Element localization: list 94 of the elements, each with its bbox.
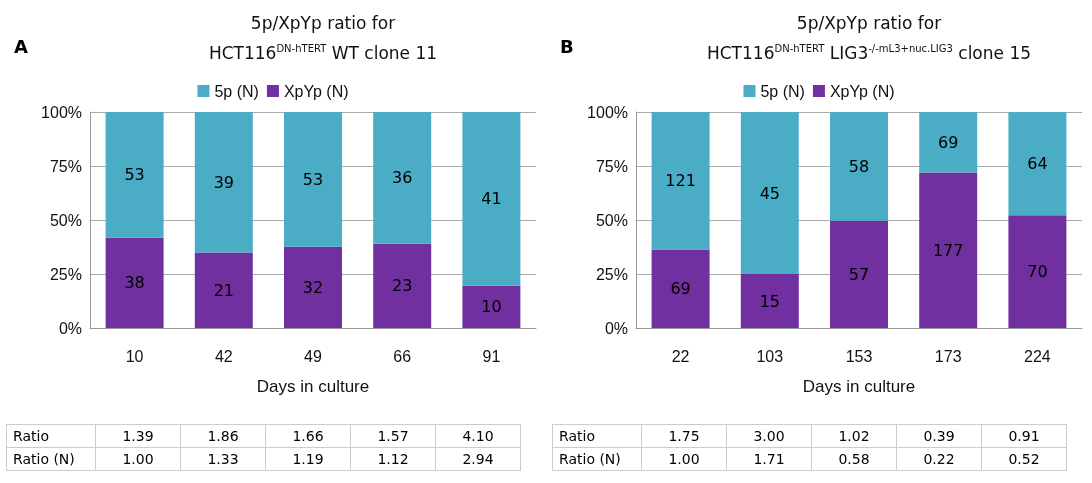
y-tick-label: 100% — [41, 103, 82, 121]
bar — [105, 112, 164, 238]
annotation: 32 — [302, 277, 324, 297]
text: 2.94 — [435, 447, 521, 471]
bar — [462, 285, 521, 328]
annotation: 10 — [481, 297, 502, 317]
annotation: 53 — [124, 165, 145, 185]
bar — [1008, 215, 1067, 328]
bar — [651, 249, 710, 328]
bar — [919, 112, 978, 173]
annotation: 53 — [302, 169, 324, 189]
annotation: 21 — [213, 280, 234, 300]
annotation: 45 — [759, 183, 780, 203]
y-tick-label: 25% — [595, 265, 628, 283]
bar — [284, 246, 342, 328]
x-tick-label: 173 — [934, 347, 962, 365]
annotation: 15 — [759, 291, 780, 311]
text: 1.39 — [95, 424, 181, 448]
text: Ratio — [552, 424, 642, 448]
bar — [830, 220, 888, 328]
text: A — [14, 36, 28, 57]
text: 1.00 — [95, 447, 181, 471]
x-tick-label: 91 — [482, 347, 501, 365]
annotation: 38 — [124, 273, 145, 293]
text: 1.57 — [350, 424, 436, 448]
x-tick-label: 22 — [671, 347, 690, 365]
bar — [373, 112, 432, 244]
annotation: 69 — [670, 279, 691, 299]
y-tick-label: 0% — [58, 319, 82, 337]
text: Ratio (N) — [552, 447, 642, 471]
text: Ratio (N) — [6, 447, 96, 471]
annotation: 36 — [392, 168, 413, 188]
text: Ratio — [6, 424, 96, 448]
text: B — [560, 36, 574, 57]
bar — [1008, 112, 1067, 216]
text: 1.02 — [811, 424, 897, 448]
x-tick-label: 10 — [125, 347, 144, 365]
chart-title: 5p/XpYp ratio for HCT116$^{DN-hTERT}$ LIG3$^{-/-mL3+nuc.LIG3}$ clone 15 — [706, 13, 1032, 63]
text: 1.75 — [641, 424, 727, 448]
text: 1.00 — [641, 447, 727, 471]
annotation: 39 — [213, 172, 234, 192]
text: 0.91 — [981, 424, 1067, 448]
annotation: 57 — [848, 264, 870, 284]
y-tick-label: 50% — [595, 211, 628, 229]
annotation: 177 — [932, 240, 964, 260]
text: 0.39 — [896, 424, 982, 448]
y-tick-label: 75% — [49, 157, 82, 175]
text: 1.19 — [265, 447, 351, 471]
annotation: 41 — [481, 189, 502, 209]
bar — [740, 274, 799, 328]
text: 0.58 — [811, 447, 897, 471]
y-tick-label: 25% — [49, 265, 82, 283]
annotation: 70 — [1027, 262, 1048, 282]
bar — [194, 252, 253, 328]
bar — [740, 112, 799, 274]
text: 0.52 — [981, 447, 1067, 471]
text: 0.22 — [896, 447, 982, 471]
legend-label: XpYp (N) — [829, 82, 895, 100]
text: 1.66 — [265, 424, 351, 448]
x-tick-label: 224 — [1024, 347, 1051, 365]
text: 1.86 — [180, 424, 266, 448]
text: 4.10 — [435, 424, 521, 448]
annotation: 23 — [392, 276, 413, 296]
bar — [462, 112, 521, 286]
annotation: 121 — [665, 171, 696, 191]
chart-title: 5p/XpYp ratio for HCT116$^{DN-hTERT}$ WT clone 11 — [207, 12, 439, 65]
annotation: 64 — [1027, 154, 1048, 174]
annotation: 69 — [938, 132, 959, 152]
annotation: 58 — [848, 156, 870, 176]
bar — [194, 112, 253, 253]
y-tick-label: 100% — [587, 103, 628, 121]
text: 3.00 — [726, 424, 812, 448]
bar — [651, 112, 710, 250]
y-tick-label: 75% — [595, 157, 628, 175]
bar — [105, 237, 164, 328]
bar — [830, 112, 888, 221]
bar — [373, 243, 432, 328]
text: 1.33 — [180, 447, 266, 471]
x-tick-label: 153 — [845, 347, 873, 365]
legend-label: XpYp (N) — [283, 82, 349, 100]
text: 1.71 — [726, 447, 812, 471]
bar — [284, 112, 342, 247]
legend-label: 5p (N) — [214, 82, 259, 100]
x-tick-label: 49 — [304, 347, 322, 365]
x-tick-label: 66 — [393, 347, 412, 365]
y-tick-label: 50% — [49, 211, 82, 229]
legend-label: 5p (N) — [760, 82, 805, 100]
text: 1.12 — [350, 447, 436, 471]
y-tick-label: 0% — [604, 319, 628, 337]
x-axis-title: Days in culture — [256, 377, 370, 396]
x-tick-label: 103 — [756, 347, 784, 365]
x-axis-title: Days in culture — [802, 377, 916, 396]
x-tick-label: 42 — [214, 347, 233, 365]
bar — [919, 172, 978, 328]
